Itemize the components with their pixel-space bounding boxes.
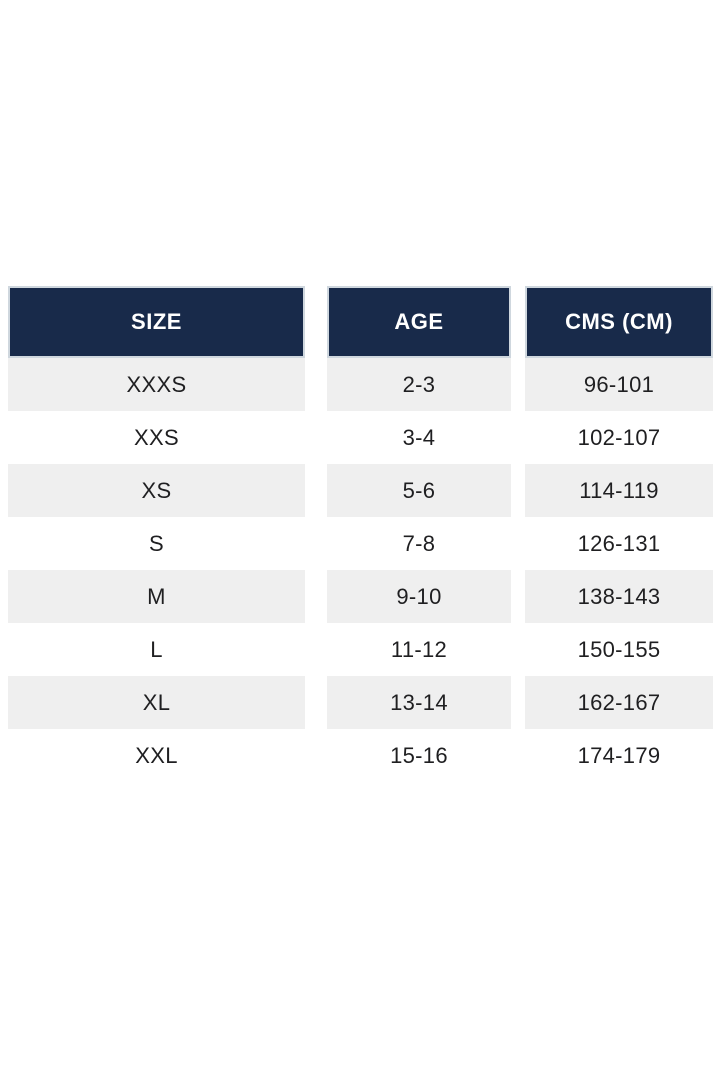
size-cell-m: M: [8, 570, 305, 623]
cms-cell-xs: 114-119: [525, 464, 713, 517]
age-cell-xl: 13-14: [327, 676, 511, 729]
size-cell-xxl: XXL: [8, 729, 305, 782]
age-cell-xxs: 3-4: [327, 411, 511, 464]
size-column-header: SIZE: [8, 286, 305, 358]
size-cell-s: S: [8, 517, 305, 570]
cms-cell-xl: 162-167: [525, 676, 713, 729]
cms-cell-l: 150-155: [525, 623, 713, 676]
cms-column: CMS (CM) 96-101 102-107 114-119 126-131 …: [525, 286, 713, 782]
cms-cell-xxxs: 96-101: [525, 358, 713, 411]
age-column-header: AGE: [327, 286, 511, 358]
cms-cell-xxl: 174-179: [525, 729, 713, 782]
age-cell-s: 7-8: [327, 517, 511, 570]
age-cell-xs: 5-6: [327, 464, 511, 517]
age-column: AGE 2-3 3-4 5-6 7-8 9-10 11-12 13-14 15-…: [327, 286, 511, 782]
age-cell-xxl: 15-16: [327, 729, 511, 782]
age-cell-m: 9-10: [327, 570, 511, 623]
cms-cell-s: 126-131: [525, 517, 713, 570]
size-chart-table: SIZE XXXS XXS XS S M L XL XXL AGE 2-3 3-…: [0, 286, 720, 782]
age-cell-l: 11-12: [327, 623, 511, 676]
age-cell-xxxs: 2-3: [327, 358, 511, 411]
size-column: SIZE XXXS XXS XS S M L XL XXL: [8, 286, 305, 782]
size-cell-xxs: XXS: [8, 411, 305, 464]
size-cell-l: L: [8, 623, 305, 676]
size-cell-xl: XL: [8, 676, 305, 729]
size-cell-xs: XS: [8, 464, 305, 517]
cms-cell-xxs: 102-107: [525, 411, 713, 464]
cms-column-header: CMS (CM): [525, 286, 713, 358]
size-cell-xxxs: XXXS: [8, 358, 305, 411]
cms-cell-m: 138-143: [525, 570, 713, 623]
